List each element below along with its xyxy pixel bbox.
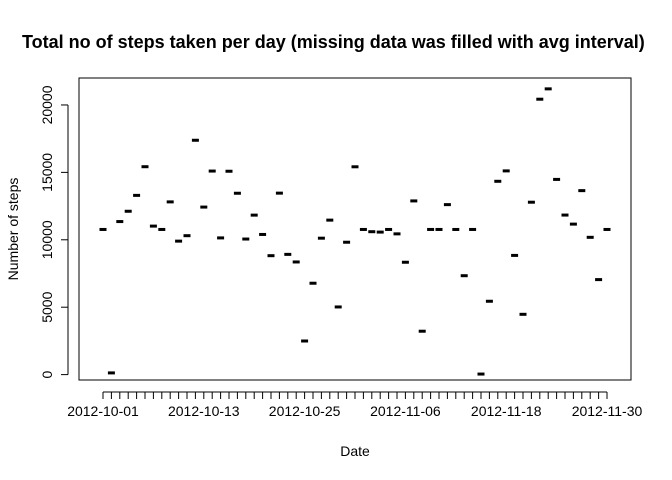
plot-frame <box>78 77 632 381</box>
y-tick-label: 15000 <box>39 153 55 192</box>
y-tick-label: 0 <box>39 371 55 379</box>
x-tick-label: 2012-11-30 <box>572 403 643 419</box>
x-axis-label: Date <box>340 443 370 459</box>
x-tick-label: 2012-10-01 <box>67 403 139 419</box>
x-tick-label: 2012-10-25 <box>269 403 341 419</box>
y-tick-label: 20000 <box>39 85 55 124</box>
y-tick-label: 10000 <box>39 220 55 259</box>
x-tick-label: 2012-10-13 <box>168 403 240 419</box>
x-axis: 2012-10-01 2012-10-13 2012-10-25 2012-11-06… <box>67 391 643 419</box>
y-axis: 0 5000 10000 15000 20000 <box>39 85 69 379</box>
x-tick-label: 2012-11-06 <box>370 403 441 419</box>
x-tick-label: 2012-11-18 <box>471 403 542 419</box>
data-points <box>99 87 611 376</box>
y-tick-label: 5000 <box>39 291 55 322</box>
y-axis-label: Number of steps <box>5 178 21 281</box>
chart-title: Total no of steps taken per day (missing… <box>22 32 645 52</box>
